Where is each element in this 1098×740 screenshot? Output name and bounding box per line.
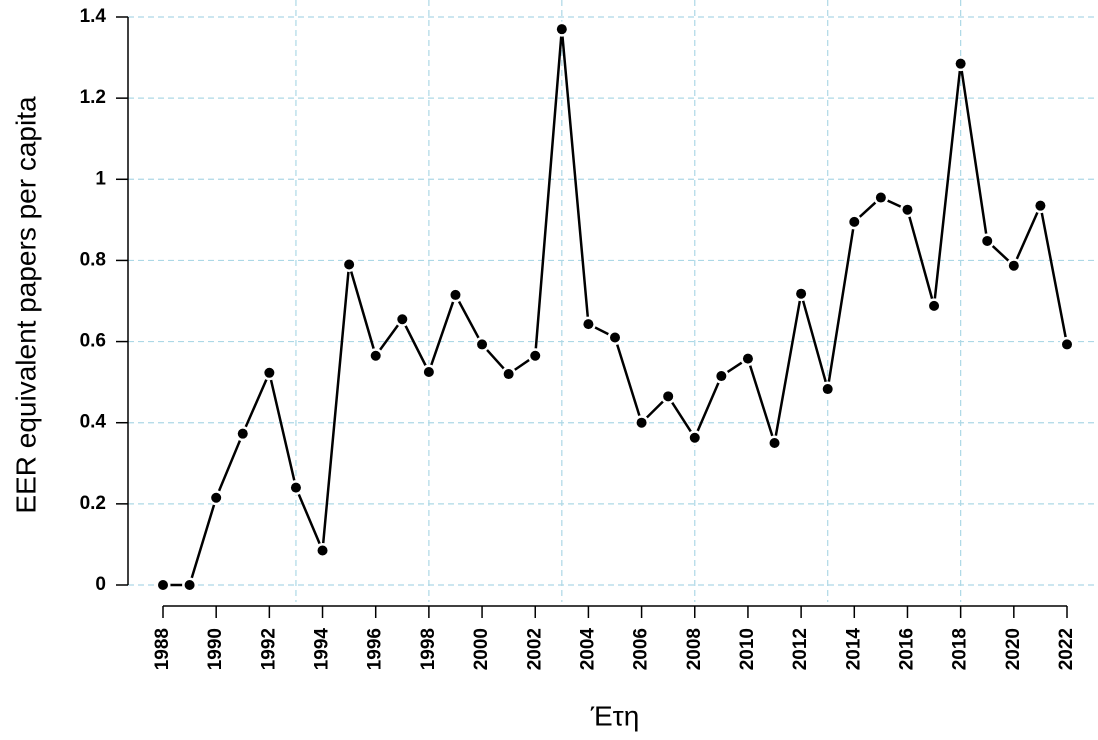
point [873,190,889,206]
point [368,348,384,364]
y-tick-label: 0.4 [80,412,107,433]
point [208,490,224,506]
x-axis-label: Έτη [590,700,640,731]
x-tick-label: 1996 [365,628,386,670]
point [1006,258,1022,274]
point [767,435,783,451]
y-tick-label: 0 [95,574,106,595]
x-tick-label: 2012 [790,628,811,670]
point [953,56,969,72]
point [155,577,171,593]
point [899,202,915,218]
point [687,430,703,446]
x-tick-label: 2008 [684,628,705,670]
point [394,311,410,327]
point [261,365,277,381]
point [421,364,437,380]
x-tick-label: 2016 [896,628,917,670]
x-tick-label: 2018 [950,628,971,670]
point [501,366,517,382]
point [1059,336,1075,352]
point [447,287,463,303]
x-tick-label: 2010 [737,628,758,670]
x-tick-label: 2014 [843,628,864,671]
point [926,298,942,314]
x-tick-label: 1990 [205,628,226,670]
y-tick-label: 0.6 [80,331,106,352]
x-tick-label: 1998 [418,628,439,670]
y-tick-label: 0.2 [80,493,106,514]
point [979,233,995,249]
point [288,480,304,496]
x-tick-label: 2020 [1003,628,1024,670]
x-tick-label: 1988 [152,628,173,670]
y-tick-label: 1.2 [80,87,106,108]
point [793,286,809,302]
point [740,351,756,367]
y-tick-label: 0.8 [80,249,106,270]
point [554,21,570,37]
point [235,426,251,442]
point [527,348,543,364]
x-tick-label: 2022 [1056,628,1077,670]
point [634,415,650,431]
point [182,577,198,593]
point [846,214,862,230]
point [820,381,836,397]
point [474,336,490,352]
point [315,543,331,559]
y-tick-label: 1 [95,168,106,189]
point [660,388,676,404]
point [713,368,729,384]
x-tick-label: 1994 [312,628,333,671]
y-axis-label: EER equivalent papers per capita [10,96,41,514]
y-tick-label: 1.4 [80,6,107,27]
point [607,330,623,346]
x-tick-label: 1992 [258,628,279,670]
point [1032,198,1048,214]
point [341,256,357,272]
x-tick-label: 2002 [524,628,545,670]
x-tick-label: 2006 [631,628,652,670]
x-tick-label: 2004 [577,628,598,671]
point [580,316,596,332]
x-tick-label: 2000 [471,628,492,670]
